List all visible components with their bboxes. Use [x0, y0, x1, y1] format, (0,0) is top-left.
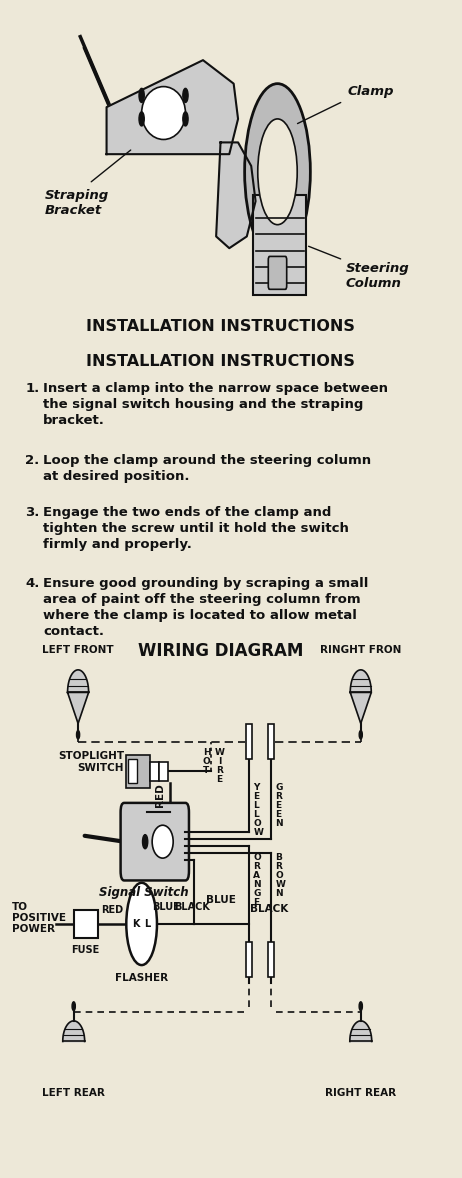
Circle shape — [142, 835, 148, 848]
Text: WIRING DIAGRAM: WIRING DIAGRAM — [138, 642, 303, 660]
Ellipse shape — [152, 826, 173, 858]
Ellipse shape — [142, 87, 185, 139]
Text: L: L — [144, 919, 150, 929]
Bar — [128, 760, 137, 783]
Text: B
R
O
W
N: B R O W N — [275, 853, 285, 899]
Text: 1.: 1. — [25, 382, 40, 395]
Text: RINGHT FRON: RINGHT FRON — [320, 644, 401, 655]
Text: RIGHT REAR: RIGHT REAR — [325, 1088, 396, 1098]
Bar — [246, 941, 252, 977]
Polygon shape — [67, 670, 89, 693]
Bar — [151, 762, 159, 781]
Text: G
R
E
E
N: G R E E N — [275, 783, 283, 828]
Bar — [74, 909, 98, 938]
Circle shape — [183, 112, 188, 126]
Text: Ensure good grounding by scraping a small
area of paint off the steering column : Ensure good grounding by scraping a smal… — [43, 577, 368, 638]
Text: Clamp: Clamp — [347, 85, 394, 98]
Circle shape — [359, 730, 362, 739]
Text: Steering
Column: Steering Column — [346, 263, 409, 290]
Circle shape — [77, 730, 79, 739]
Circle shape — [359, 1001, 362, 1011]
Text: Straping
Bracket: Straping Bracket — [45, 190, 109, 218]
Bar — [246, 724, 252, 760]
Text: RED: RED — [156, 783, 165, 807]
Text: TO
POSITIVE
POWER: TO POSITIVE POWER — [12, 902, 67, 934]
Circle shape — [139, 112, 144, 126]
Text: FLASHER: FLASHER — [115, 973, 168, 984]
Polygon shape — [216, 143, 255, 249]
Text: LEFT FRONT: LEFT FRONT — [42, 644, 114, 655]
Text: BLACK: BLACK — [250, 905, 288, 914]
Text: H
O
T: H O T — [203, 748, 210, 775]
Polygon shape — [350, 670, 371, 693]
FancyBboxPatch shape — [268, 257, 287, 290]
Text: Loop the clamp around the steering column
at desired position.: Loop the clamp around the steering colum… — [43, 454, 371, 483]
Text: BLUE: BLUE — [206, 895, 236, 905]
Text: INSTALLATION INSTRUCTIONS: INSTALLATION INSTRUCTIONS — [86, 319, 355, 333]
Polygon shape — [350, 693, 371, 723]
Text: FUSE: FUSE — [72, 945, 100, 955]
Polygon shape — [63, 1021, 85, 1041]
Polygon shape — [67, 693, 89, 723]
Bar — [126, 755, 151, 788]
Text: 3.: 3. — [25, 505, 40, 518]
Bar — [253, 196, 306, 296]
Text: BLACK: BLACK — [175, 902, 210, 912]
Text: BLUE: BLUE — [152, 902, 180, 912]
Text: Y
E
L
L
O
W: Y E L L O W — [253, 783, 263, 836]
Text: O
R
A
N
G
E: O R A N G E — [253, 853, 261, 907]
Circle shape — [258, 119, 297, 225]
Circle shape — [183, 88, 188, 102]
FancyBboxPatch shape — [121, 803, 189, 880]
Text: 4.: 4. — [25, 577, 40, 590]
Polygon shape — [107, 60, 238, 154]
Text: LEFT REAR: LEFT REAR — [42, 1088, 105, 1098]
Text: INSTALLATION INSTRUCTIONS: INSTALLATION INSTRUCTIONS — [86, 353, 355, 369]
Text: K: K — [132, 919, 140, 929]
Text: W
I
R
E: W I R E — [215, 748, 225, 783]
Polygon shape — [350, 1021, 372, 1041]
Text: STOPLIGHT
SWITCH: STOPLIGHT SWITCH — [58, 750, 124, 773]
Circle shape — [126, 882, 157, 965]
Bar — [268, 941, 274, 977]
Circle shape — [244, 84, 310, 260]
Text: 2.: 2. — [25, 454, 40, 466]
Circle shape — [139, 88, 144, 102]
Text: RED: RED — [101, 905, 123, 914]
Bar — [268, 724, 274, 760]
Bar — [159, 762, 168, 781]
Circle shape — [72, 1001, 75, 1011]
Text: Insert a clamp into the narrow space between
the signal switch housing and the s: Insert a clamp into the narrow space bet… — [43, 382, 388, 428]
Text: Signal Switch: Signal Switch — [99, 886, 188, 899]
Text: Engage the two ends of the clamp and
tighten the screw until it hold the switch
: Engage the two ends of the clamp and tig… — [43, 505, 349, 550]
